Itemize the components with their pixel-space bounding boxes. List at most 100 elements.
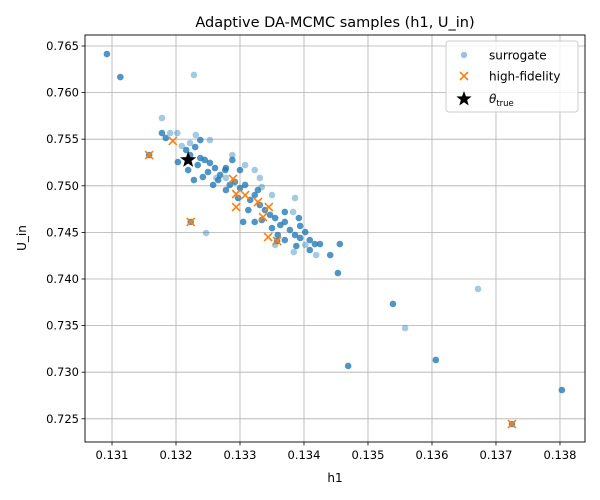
- surrogate-point: [236, 166, 244, 174]
- surrogate-point: [306, 236, 314, 244]
- surrogate-point: [301, 241, 309, 249]
- high-fidelity-point: [253, 197, 263, 207]
- surrogate-point: [281, 236, 289, 244]
- x-axis-label: h1: [327, 471, 342, 485]
- surrogate-point: [216, 171, 224, 179]
- surrogate-point: [190, 71, 198, 79]
- surrogate-point: [311, 240, 319, 248]
- surrogate-point: [214, 176, 222, 184]
- x-tick-label: 0.137: [480, 448, 513, 462]
- surrogate-point: [202, 229, 210, 237]
- surrogate-point: [117, 73, 124, 81]
- surrogate-point: [162, 134, 170, 142]
- high-fidelity-point: [258, 212, 268, 222]
- theta-symbol: θ: [489, 92, 497, 106]
- chart-title: Adaptive DA-MCMC samples (h1, U_in): [195, 15, 474, 31]
- surrogate-point: [291, 194, 299, 202]
- surrogate-point: [245, 206, 252, 214]
- y-tick-label: 0.745: [46, 225, 79, 239]
- surrogate-point: [474, 285, 482, 293]
- x-tick-label: 0.132: [160, 448, 193, 462]
- surrogate-point: [306, 246, 314, 254]
- surrogate-point: [301, 228, 309, 236]
- surrogate-point: [197, 136, 204, 144]
- surrogate-point: [268, 191, 276, 199]
- surrogate-point: [271, 214, 279, 222]
- surrogate-point: [166, 129, 174, 137]
- x-tick-label: 0.134: [288, 448, 321, 462]
- surrogate-point: [204, 168, 212, 176]
- surrogate-point: [266, 211, 274, 219]
- surrogate-point: [192, 131, 200, 139]
- surrogate-point: [213, 174, 220, 182]
- surrogate-point: [190, 176, 198, 184]
- y-axis-label: U_in: [15, 225, 29, 251]
- surrogate-point: [281, 218, 289, 226]
- surrogate-point: [229, 151, 236, 159]
- y-tick-label: 0.730: [46, 365, 79, 379]
- high-fidelity-point: [231, 189, 241, 199]
- surrogate-point: [182, 146, 190, 154]
- surrogate-point: [281, 208, 289, 216]
- y-tick-label: 0.755: [46, 132, 79, 146]
- surrogate-point: [312, 251, 320, 259]
- surrogate-point: [558, 386, 566, 394]
- surrogate-point: [241, 161, 249, 169]
- y-tick-label: 0.760: [46, 86, 79, 100]
- y-tick-label: 0.740: [46, 272, 79, 286]
- high-fidelity-point: [272, 236, 282, 246]
- surrogate-point: [199, 173, 207, 181]
- surrogate-point: [251, 166, 259, 174]
- surrogate-point: [296, 222, 304, 230]
- surrogate-point: [222, 174, 230, 182]
- surrogate-point: [222, 186, 230, 194]
- surrogate-point: [211, 164, 219, 172]
- surrogate-point: [293, 242, 300, 250]
- surrogate-point: [184, 166, 192, 174]
- surrogate-point: [226, 181, 234, 189]
- surrogate-point: [268, 224, 276, 232]
- x-tick-label: 0.133: [224, 448, 257, 462]
- y-tick-label: 0.765: [46, 39, 79, 53]
- surrogate-point: [241, 181, 249, 189]
- surrogate-point: [239, 218, 247, 226]
- surrogate-point: [174, 158, 182, 166]
- surrogate-point: [191, 143, 199, 151]
- surrogate-point: [206, 159, 214, 167]
- surrogate-point: [291, 231, 299, 239]
- surrogate-point: [206, 136, 214, 144]
- surrogate-point: [334, 269, 342, 277]
- high-fidelity-point: [231, 202, 241, 212]
- high-fidelity-point: [263, 232, 273, 242]
- surrogate-point: [158, 114, 166, 122]
- y-tick-label: 0.735: [46, 319, 79, 333]
- surrogate-point: [251, 191, 259, 199]
- high-fidelity-point: [264, 202, 274, 212]
- surrogate-point: [251, 218, 259, 226]
- surrogate-point: [229, 156, 236, 164]
- legend: surrogate high-fidelity θtrue: [445, 40, 579, 113]
- surrogate-point: [158, 129, 166, 137]
- theta-true-star: [180, 151, 197, 167]
- surrogate-point: [173, 129, 181, 137]
- high-fidelity-point: [228, 174, 238, 184]
- legend-frame: [445, 40, 579, 113]
- surrogate-point: [201, 156, 209, 164]
- theta-subscript: true: [496, 99, 513, 109]
- surrogate-point: [186, 139, 194, 147]
- surrogate-point: [178, 142, 186, 150]
- surrogate-point: [234, 194, 242, 202]
- surrogate-point: [274, 231, 282, 239]
- surrogate-point: [336, 240, 344, 248]
- axis-ticks: 0.131 0.132 0.133 0.134 0.135 0.136 0.137 0.138…: [46, 39, 576, 462]
- y-tick-label: 0.750: [46, 179, 79, 193]
- surrogate-point: [209, 181, 217, 189]
- data-marks: [103, 50, 566, 429]
- surrogate-point: [194, 161, 202, 169]
- high-fidelity-point: [168, 136, 178, 146]
- high-fidelity-point: [144, 150, 154, 160]
- legend-high-fidelity-label: high-fidelity: [489, 70, 561, 84]
- surrogate-point: [290, 248, 298, 256]
- surrogate-point: [286, 226, 294, 234]
